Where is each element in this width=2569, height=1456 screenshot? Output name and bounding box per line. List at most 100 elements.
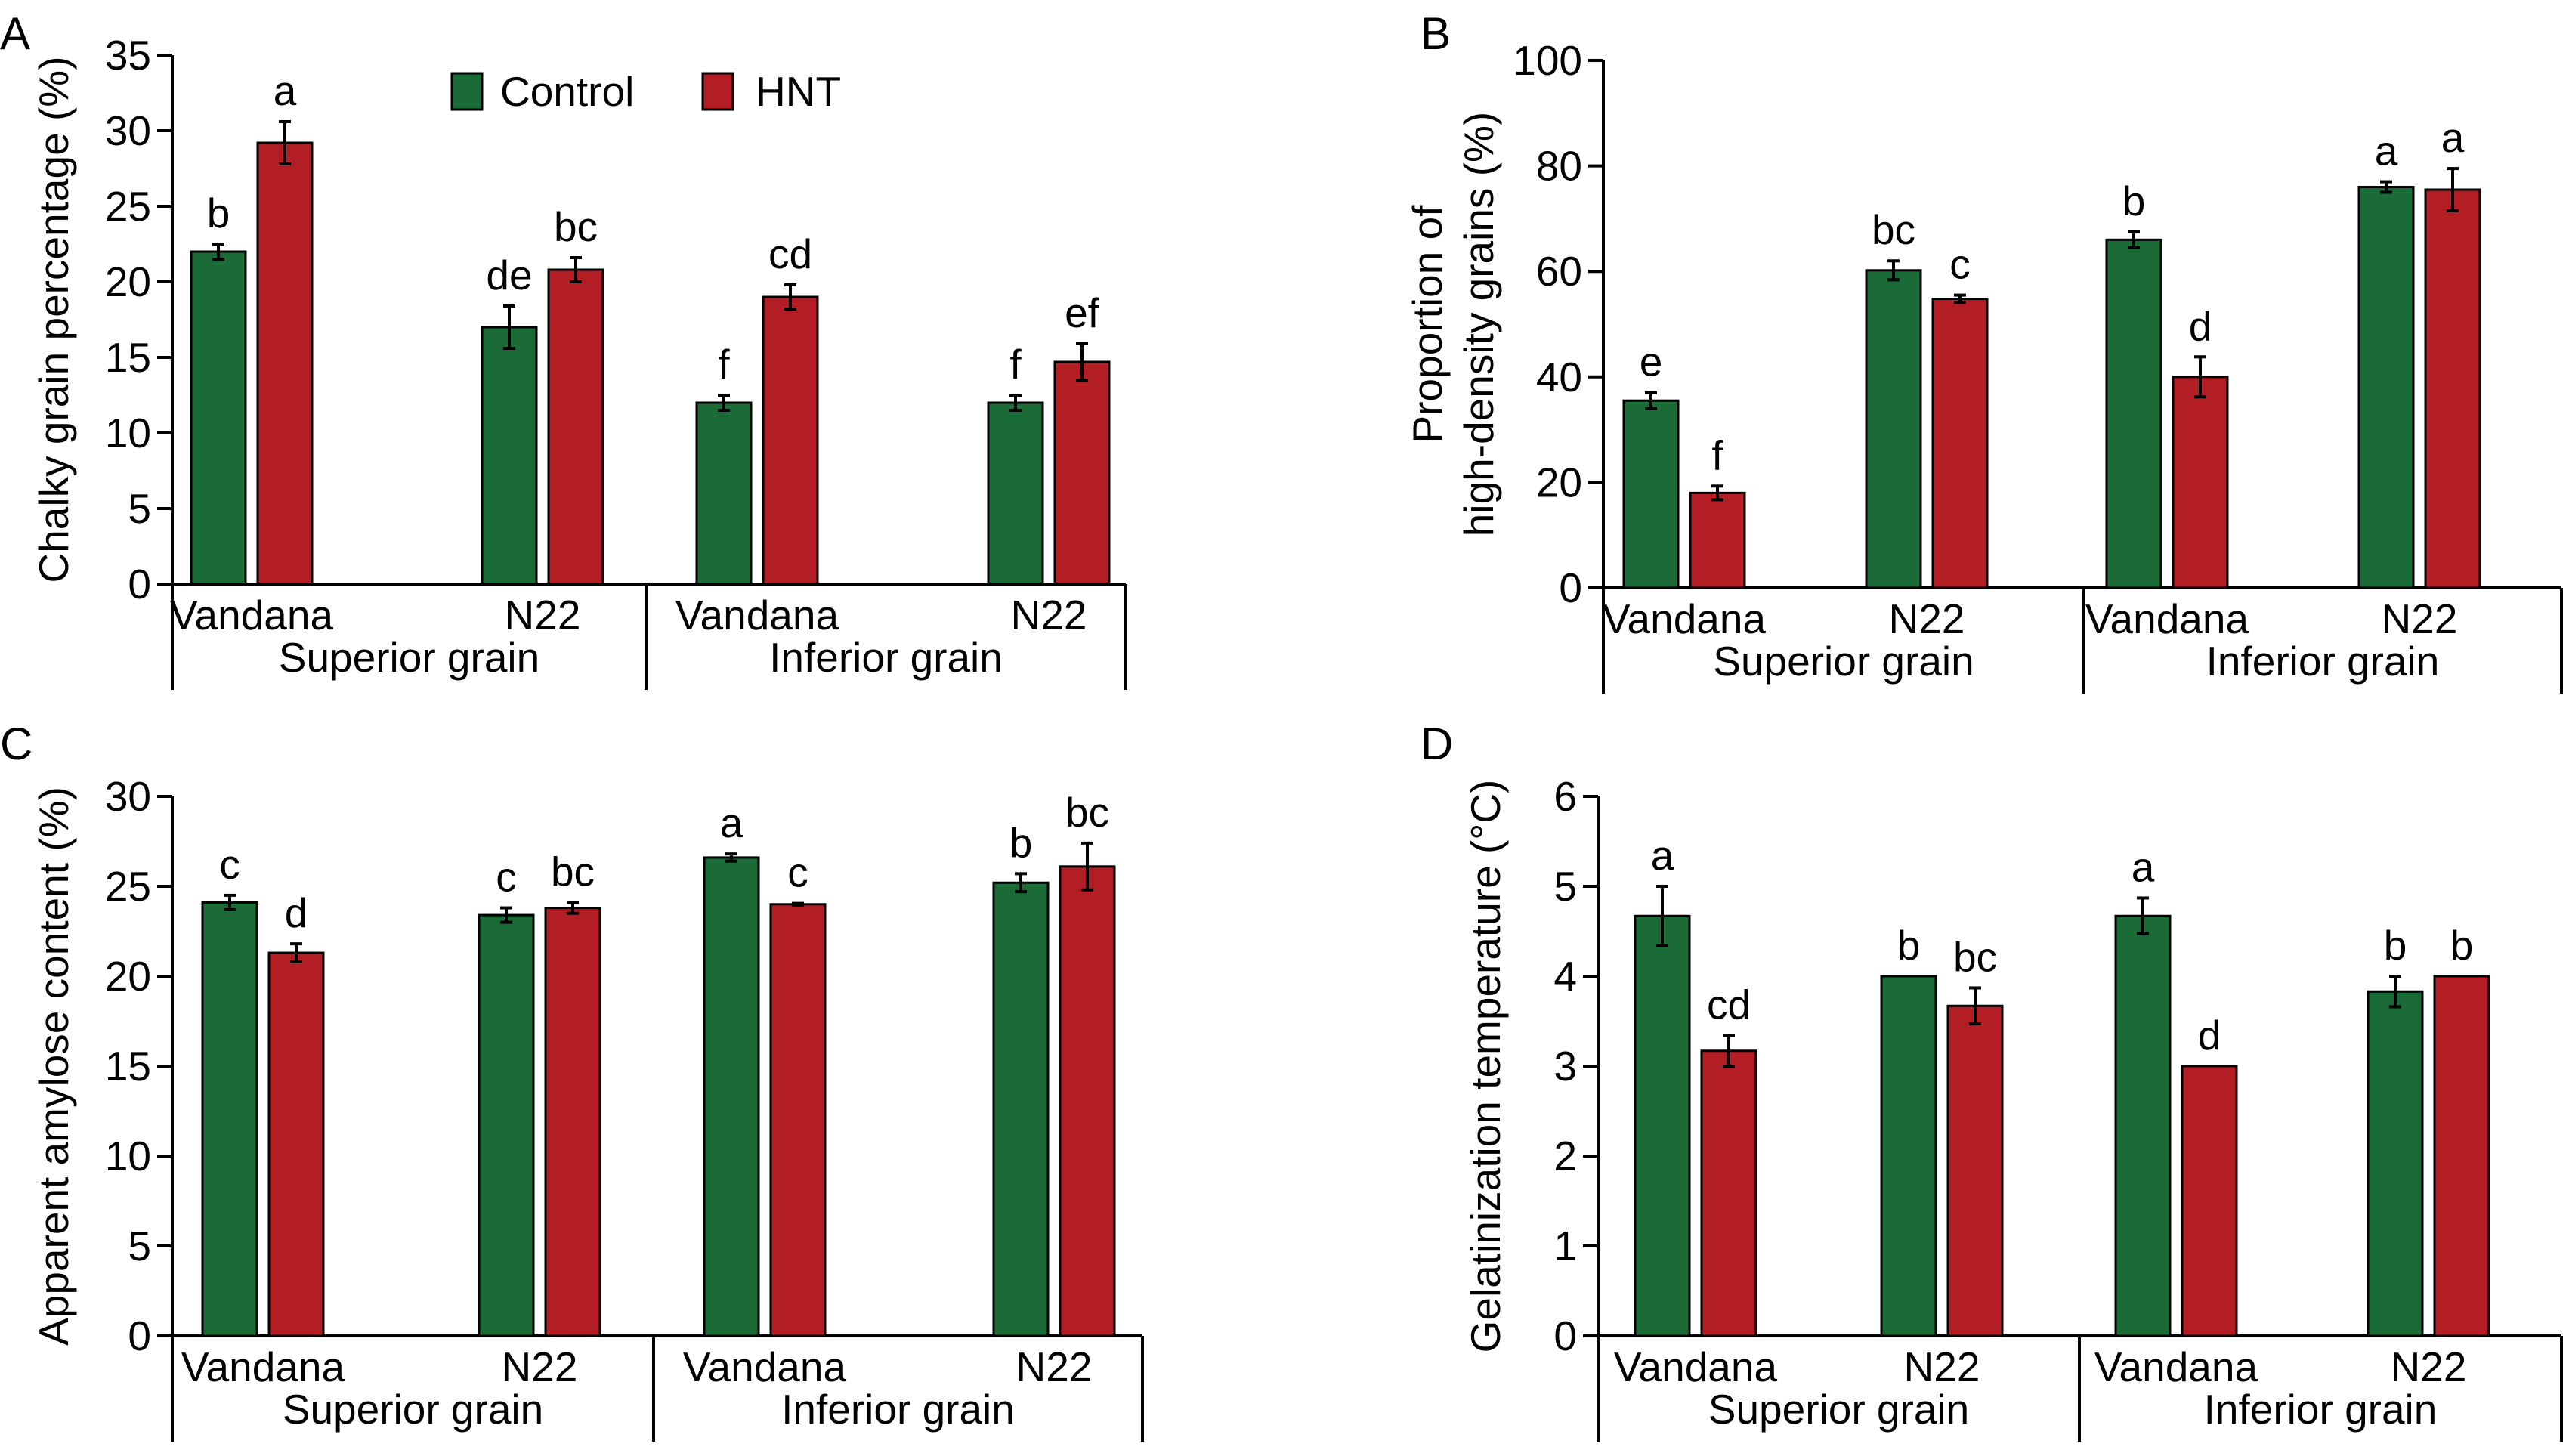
x-category-label: N22: [1011, 592, 1087, 638]
legend-label-hnt: HNT: [756, 68, 841, 115]
x-group-label: Superior grain: [1713, 638, 1974, 685]
significance-letter: a: [720, 799, 743, 846]
bar-control: [478, 913, 535, 1337]
bar-control: [190, 250, 247, 586]
x-group-label: Superior grain: [279, 634, 539, 681]
significance-letter: ef: [1065, 289, 1100, 336]
significance-letter: f: [1711, 431, 1723, 478]
y-tick-label: 0: [128, 1312, 151, 1359]
panel-C: C 0 5 10 15 20 25 30 Apparent amylose content (%…: [0, 719, 1144, 1442]
x-category-label: Vandana: [683, 1343, 847, 1390]
panel-label: D: [1421, 719, 1453, 769]
x-group-label: Superior grain: [1708, 1386, 1969, 1433]
significance-letter: b: [1897, 922, 1921, 969]
y-axis-label: Proportion of high-density grains (%): [1404, 112, 1502, 536]
x-category-label: N22: [1889, 595, 1965, 642]
significance-letter: bc: [1065, 789, 1109, 836]
y-tick-label: 0: [1559, 564, 1582, 611]
x-category-label: Vandana: [2085, 595, 2249, 642]
significance-letter: d: [2198, 1012, 2221, 1059]
bar-hnt: [267, 951, 325, 1337]
x-group-label: Inferior grain: [2206, 638, 2440, 685]
bar-hnt: [1059, 865, 1116, 1337]
significance-letter: c: [496, 854, 517, 901]
bar-hnt: [2172, 376, 2229, 589]
bar-control: [201, 901, 258, 1337]
bar-hnt: [769, 903, 827, 1337]
bar-hnt: [1053, 360, 1111, 586]
bar-hnt: [2181, 1065, 2238, 1337]
y-tick-label: 6: [1553, 773, 1577, 820]
y-tick-label: 35: [105, 32, 151, 79]
y-tick-label: 5: [1553, 863, 1577, 910]
y-tick-label: 4: [1553, 953, 1577, 1000]
significance-letter: bc: [1953, 933, 1997, 980]
y-tick-label: 20: [105, 258, 151, 305]
bar-hnt: [1689, 491, 1746, 589]
x-category-label: Vandana: [1614, 1343, 1778, 1390]
significance-letter: a: [2441, 114, 2465, 161]
significance-letter: b: [207, 190, 230, 236]
significance-letter: a: [1651, 832, 1674, 879]
significance-letter: cd: [768, 230, 812, 277]
bar-control: [2105, 238, 2162, 589]
y-tick-label: 30: [105, 107, 151, 154]
y-tick-label: 5: [128, 485, 151, 532]
significance-letter: e: [1640, 338, 1663, 385]
significance-letter: b: [1009, 819, 1033, 866]
panel-label: C: [0, 719, 32, 769]
y-tick-label: 20: [105, 953, 151, 1000]
y-tick-label: 60: [1536, 248, 1582, 295]
y-tick-label: 80: [1536, 143, 1582, 190]
panel-D: D 0 1 2 3 4 5 6 Gelatinization temperature (°C) V…: [1421, 719, 2563, 1442]
significance-letter: bc: [1872, 206, 1915, 253]
x-category-label: N22: [505, 592, 581, 638]
significance-letter: b: [2450, 922, 2474, 969]
panel-label: B: [1421, 8, 1451, 59]
y-tick-label: 0: [1553, 1312, 1577, 1359]
x-group-label: Inferior grain: [769, 634, 1003, 681]
bar-hnt: [1946, 1004, 2004, 1337]
bar-hnt: [2424, 188, 2481, 589]
x-category-label: Vandana: [1603, 595, 1767, 642]
significance-letter: f: [718, 341, 730, 388]
y-axis-label-line: high-density grains (%): [1455, 112, 1502, 536]
bar-control: [1634, 914, 1691, 1337]
y-axis-label: Gelatinization temperature (°C): [1462, 780, 1509, 1353]
bar-control: [992, 881, 1050, 1337]
x-category-label: N22: [1016, 1343, 1093, 1390]
x-category-label: Vandana: [2094, 1343, 2258, 1390]
significance-letter: d: [2189, 302, 2212, 349]
bar-hnt: [544, 907, 601, 1337]
y-tick-label: 2: [1553, 1133, 1577, 1179]
x-group-label: Inferior grain: [781, 1386, 1015, 1433]
x-category-label: Vandana: [675, 592, 839, 638]
panel-label: A: [0, 8, 30, 59]
y-tick-label: 1: [1553, 1223, 1577, 1269]
bar-hnt: [762, 295, 819, 586]
y-tick-label: 10: [105, 410, 151, 456]
bar-control: [481, 326, 538, 586]
legend: Control HNT: [450, 68, 841, 115]
bar-control: [2357, 186, 2415, 589]
x-category-label: N22: [502, 1343, 578, 1390]
panel-A: A 0 5 10 15 20 25 30 35 Chalky grain percentage (…: [0, 8, 1127, 690]
bar-hnt: [547, 268, 604, 586]
y-tick-label: 15: [105, 1043, 151, 1090]
legend-swatch-hnt: [701, 72, 734, 111]
significance-letter: d: [285, 889, 308, 936]
y-tick-label: 15: [105, 334, 151, 381]
bar-hnt: [1700, 1049, 1757, 1337]
y-tick-label: 10: [105, 1133, 151, 1179]
significance-letter: a: [2132, 843, 2155, 890]
significance-letter: c: [219, 841, 240, 888]
bar-control: [2114, 914, 2172, 1337]
legend-swatch-control: [450, 72, 484, 111]
x-category-label: Vandana: [170, 592, 334, 638]
y-axis-label: Chalky grain percentage (%): [30, 56, 77, 583]
y-tick-label: 100: [1513, 37, 1582, 84]
significance-letter: bc: [551, 848, 595, 895]
bar-control: [987, 401, 1044, 586]
bar-control: [2367, 990, 2424, 1337]
